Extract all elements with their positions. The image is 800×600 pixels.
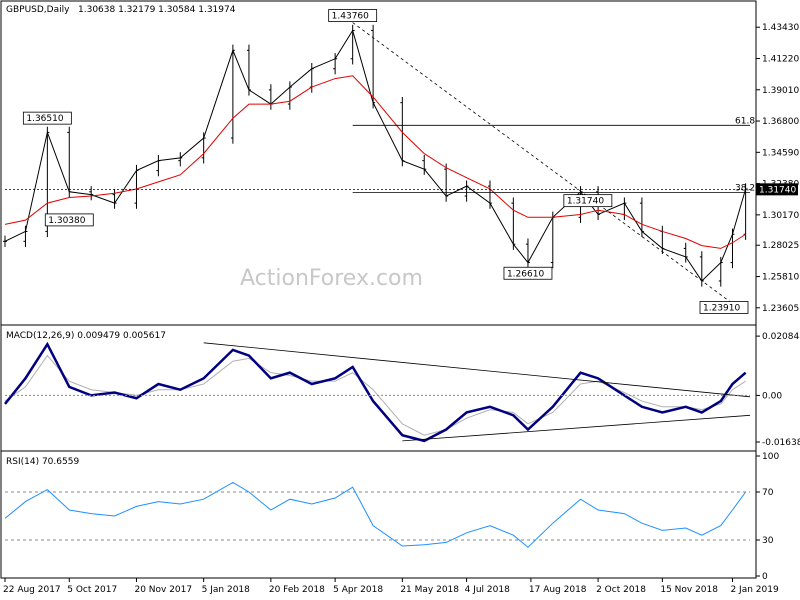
price-annotation-box [44,213,94,227]
price-axis-label: 1.25810 [762,273,799,283]
watermark: ActionForex.com [240,266,423,291]
price-axis-label: 1.36800 [762,117,799,127]
price-axis-label: 1.23605 [762,304,799,314]
fib-level-label: 61.8 [735,116,755,126]
macd-axis-label: -0.016389 [762,438,800,448]
x-axis-label: 20 Feb 2018 [269,585,325,595]
x-axis-label: 4 Jul 2018 [465,585,510,595]
price-axis-label: 1.28025 [762,241,799,251]
macd-title: MACD(12,26,9) 0.009479 0.005617 [6,331,166,341]
x-axis-label: 2 Oct 2018 [596,585,646,595]
rsi-layer [4,481,750,548]
price-annotation-box [22,111,72,125]
rsi-axis-label: 100 [762,452,779,462]
price-annotation-label: 1.26610 [507,269,544,279]
macd-axis-label: 0.020848 [762,332,800,342]
price-axis-label: 1.34590 [762,148,799,158]
x-axis-label: 22 Aug 2017 [3,585,61,595]
ohlc-readout: 1.30638 1.32179 1.30584 1.31974 [78,5,236,15]
price-annotation-label: 1.31740 [567,197,604,207]
macd-trendline-lower [402,414,751,442]
x-axis-label: 21 May 2018 [400,585,459,595]
rsi-axis-label: 70 [762,488,774,498]
macd-trendline-upper [203,342,751,398]
x-axis-label: 15 Nov 2018 [660,585,718,595]
rsi-axis-label: 0 [762,572,768,582]
price-annotation-label: 1.23910 [703,303,740,313]
price-layer: 61.8 38.2 1.43760 1.36510 1.30380 1.26610 1.31… [3,9,755,314]
rsi-title: RSI(14) 70.6559 [6,457,79,467]
ema-line [4,75,746,249]
close-series-line [4,29,747,282]
x-axis-label: 5 Jan 2018 [202,585,250,595]
x-axis-label: 17 Aug 2018 [529,585,587,595]
axis-layer: 1.434301.412201.390101.368001.345901.323… [3,23,800,595]
macd-layer [4,341,751,443]
price-annotation-box [699,301,749,314]
macd-signal-line [4,354,746,436]
rsi-axis-label: 30 [762,536,774,546]
price-axis-label: 1.39010 [762,86,799,96]
x-axis-label: 2 Jan 2019 [730,585,778,595]
rsi-panel [0,450,757,579]
price-annotation-box [563,194,613,208]
price-axis-label: 1.30170 [762,211,799,221]
price-axis-label: 1.43430 [762,23,799,33]
price-annotation-label: 1.36510 [26,114,63,124]
last-price-tag-label: 1.31740 [759,185,796,195]
retracement-line [352,22,733,304]
x-axis-label: 5 Apr 2018 [333,585,383,595]
fib-level-label: 38.2 [735,184,755,194]
macd-axis-label: 0.00 [762,391,782,401]
macd-panel [0,324,757,452]
price-annotation-box [503,266,553,280]
price-title: GBPUSD,Daily [6,5,70,15]
x-axis-label: 5 Oct 2017 [67,585,117,595]
price-annotation-box [328,9,378,22]
last-price-tag [756,183,798,196]
price-axis-label: 1.41220 [762,54,799,64]
price-annotation-label: 1.30380 [48,216,85,226]
price-annotation-label: 1.43760 [332,12,369,22]
macd-line [4,341,747,443]
rsi-line [4,481,747,548]
x-axis-label: 20 Nov 2017 [134,585,192,595]
